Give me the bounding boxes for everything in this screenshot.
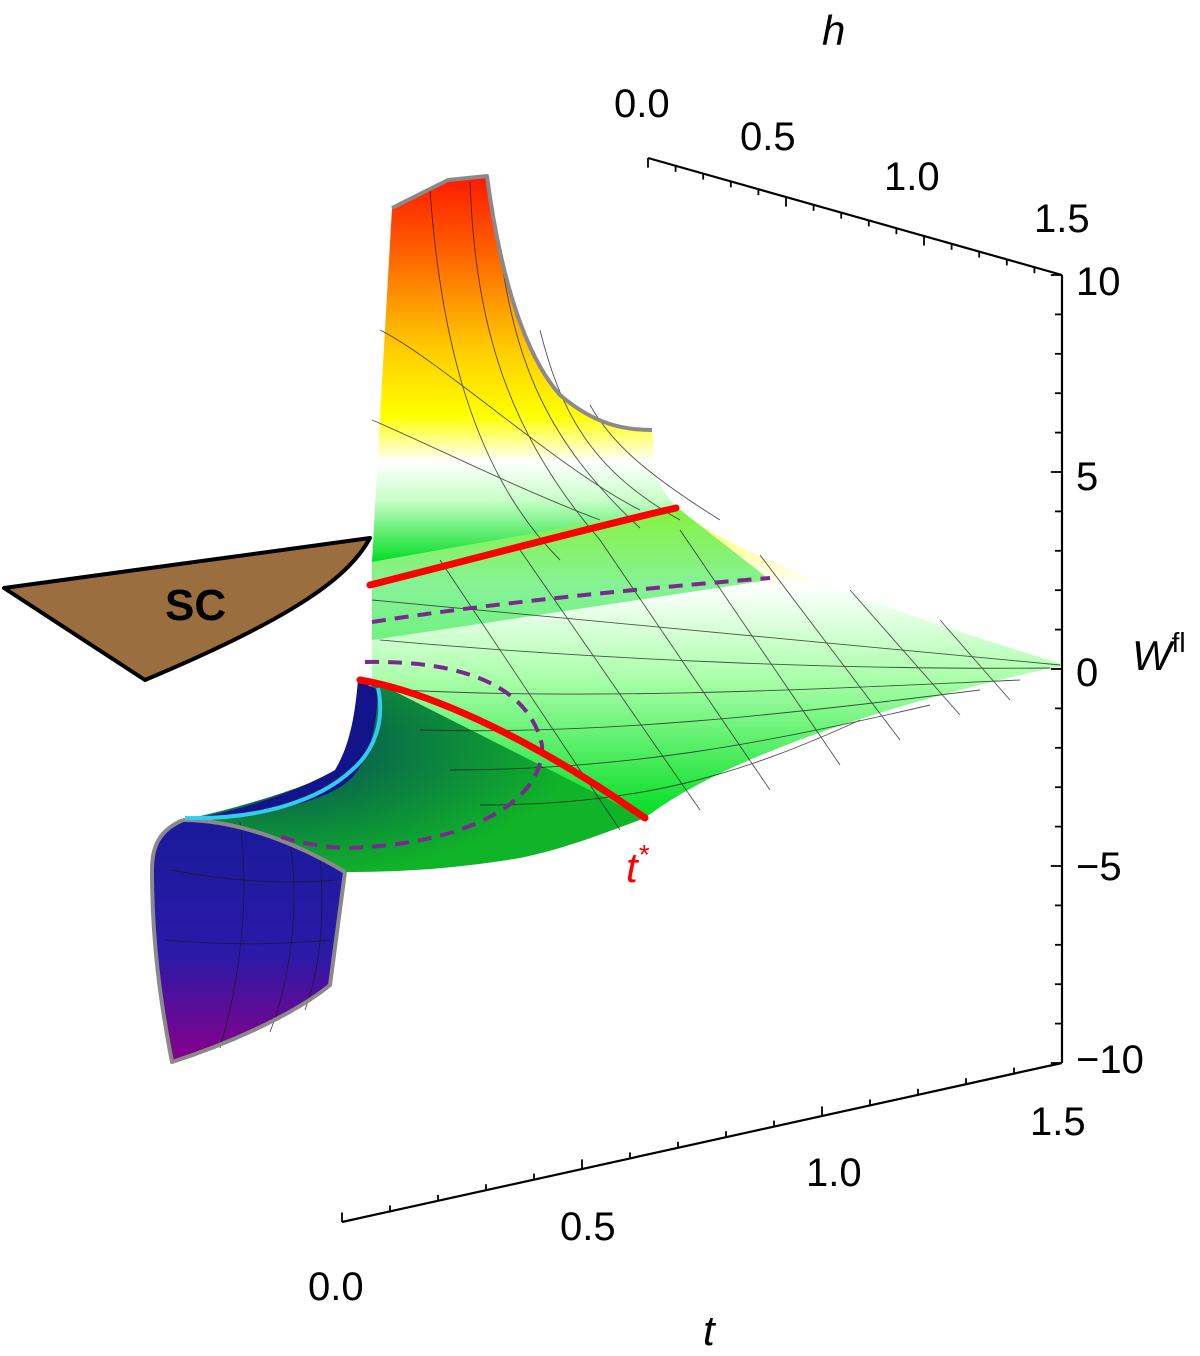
w-axis-title: Wfl	[1132, 627, 1186, 679]
w-tick-label: 10	[1076, 260, 1121, 304]
critical-line-upper	[366, 504, 680, 589]
t-tick-label: 1.0	[806, 1151, 862, 1195]
h-axis-title: h	[822, 7, 845, 54]
surface-outline	[150, 174, 653, 1064]
critical-line-lower	[356, 676, 649, 822]
surface-peak	[372, 176, 678, 562]
tick-marks	[341, 158, 1063, 1222]
sc-region	[2, 536, 372, 682]
h-axis-line	[647, 156, 1063, 277]
t-axis-title: t	[703, 1307, 717, 1354]
w-tick-label: −10	[1076, 1038, 1144, 1082]
t-axis-line	[341, 1061, 1063, 1224]
w-tick-label: −5	[1076, 845, 1122, 889]
h-tick-label: 0.0	[614, 82, 670, 126]
t-tick-label: 0.0	[308, 1265, 364, 1309]
surface-valley	[183, 680, 645, 872]
dashed-contour-upper	[371, 576, 771, 624]
tstar-label: t*	[626, 839, 650, 891]
critical-lines	[356, 504, 680, 822]
t-tick-label: 0.5	[560, 1205, 616, 1249]
w-tick-label: 0	[1076, 651, 1098, 695]
surface-front-drop	[151, 820, 345, 1062]
h-tick-label: 1.5	[1034, 197, 1090, 241]
dashed-contour-lower	[274, 659, 545, 851]
boundary-arc	[184, 687, 383, 821]
h-tick-label: 1.0	[884, 155, 940, 199]
t-tick-label: 1.5	[1030, 1100, 1086, 1144]
h-tick-label: 0.5	[740, 115, 796, 159]
dashed-contours	[274, 576, 771, 851]
w-tick-label: 5	[1076, 455, 1098, 499]
sc-region-label: SC	[165, 581, 226, 630]
